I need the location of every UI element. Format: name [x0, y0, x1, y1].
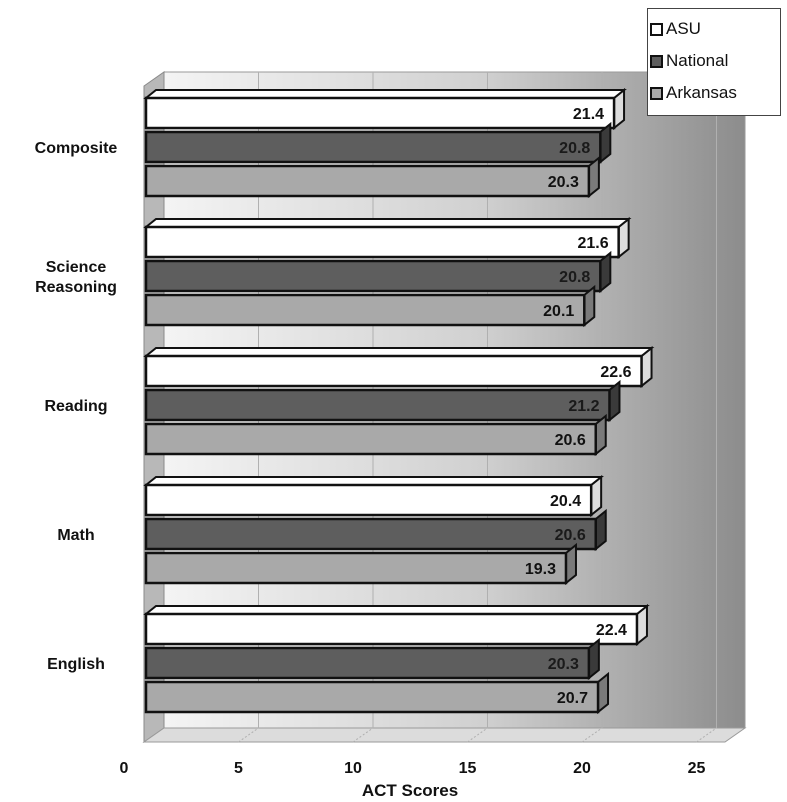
bar-value-label: 20.4 [550, 493, 581, 510]
bar-end-face [564, 542, 577, 586]
bar [144, 354, 643, 388]
bar [144, 483, 593, 517]
bar-value-label: 19.3 [525, 561, 556, 578]
plot-floor [142, 727, 747, 743]
gridline-floor [352, 727, 374, 743]
bar-value-label: 21.4 [573, 106, 604, 123]
bar [144, 612, 639, 646]
legend-item-arkansas: Arkansas [650, 77, 780, 109]
category-label: Composite [35, 140, 118, 157]
gridline-floor [238, 727, 259, 743]
legend: ASU National Arkansas [647, 8, 781, 116]
bar-end-face [583, 284, 596, 328]
bar [144, 388, 611, 422]
bar [144, 130, 602, 164]
legend-label-arkansas: Arkansas [666, 83, 737, 102]
bar [144, 517, 597, 551]
bar [144, 96, 616, 130]
bar-end-face [587, 155, 600, 199]
gridline-floor [696, 727, 717, 743]
category-label: Science Reasoning [35, 259, 117, 296]
bar-value-label: 20.8 [559, 269, 590, 286]
bar-value-label: 20.6 [555, 432, 586, 449]
bar-value-label: 20.8 [559, 140, 590, 157]
legend-label-national: National [666, 51, 729, 70]
bar [144, 551, 568, 585]
bar-value-label: 20.3 [548, 174, 579, 191]
bar-value-label: 20.1 [543, 303, 574, 320]
legend-item-national: National [650, 45, 780, 77]
category-label: Reading [44, 398, 107, 415]
bar [144, 293, 586, 327]
bar [144, 646, 591, 680]
bar-value-label: 21.6 [577, 235, 608, 252]
gridline-floor [581, 727, 603, 743]
bar [144, 259, 602, 293]
bar [144, 164, 591, 198]
bar-end-face [594, 413, 607, 457]
bar-value-label: 20.7 [557, 690, 588, 707]
legend-swatch-national [650, 54, 663, 68]
bar-value-label: 20.6 [555, 527, 586, 544]
x-tick-label: 0 [120, 760, 129, 777]
legend-swatch-arkansas [650, 86, 663, 100]
x-tick-label: 25 [688, 760, 706, 777]
x-tick-label: 10 [344, 760, 362, 777]
bar-end-face [597, 671, 610, 715]
bar-end-face [599, 250, 612, 294]
bar-value-label: 20.3 [548, 656, 579, 673]
gridline-floor [467, 727, 488, 743]
bar [144, 680, 600, 714]
legend-item-asu: ASU [650, 13, 780, 45]
legend-swatch-asu [650, 22, 663, 36]
bar-value-label: 22.4 [596, 622, 627, 639]
bar-end-face [608, 379, 621, 423]
legend-label-asu: ASU [666, 19, 701, 38]
bar [144, 422, 597, 456]
bar-value-label: 22.6 [600, 364, 631, 381]
bar-value-label: 21.2 [568, 398, 599, 415]
x-axis-title: ACT Scores [362, 781, 458, 800]
x-tick-label: 20 [573, 760, 591, 777]
bar-end-face [594, 508, 607, 552]
bar [144, 225, 620, 259]
bar-end-face [587, 637, 600, 681]
category-label: English [47, 656, 105, 673]
bar-end-face [599, 121, 612, 165]
x-tick-label: 15 [459, 760, 477, 777]
x-tick-label: 5 [234, 760, 243, 777]
category-label: Math [57, 527, 94, 544]
